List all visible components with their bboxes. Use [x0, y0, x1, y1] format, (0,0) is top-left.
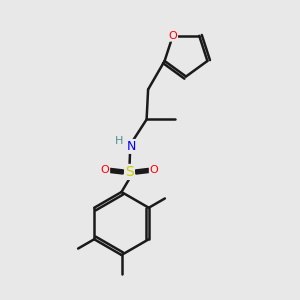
- Text: O: O: [150, 166, 158, 176]
- Text: S: S: [125, 165, 134, 179]
- Text: O: O: [168, 31, 177, 41]
- Text: O: O: [100, 166, 109, 176]
- Text: N: N: [127, 140, 136, 153]
- Text: H: H: [115, 136, 123, 146]
